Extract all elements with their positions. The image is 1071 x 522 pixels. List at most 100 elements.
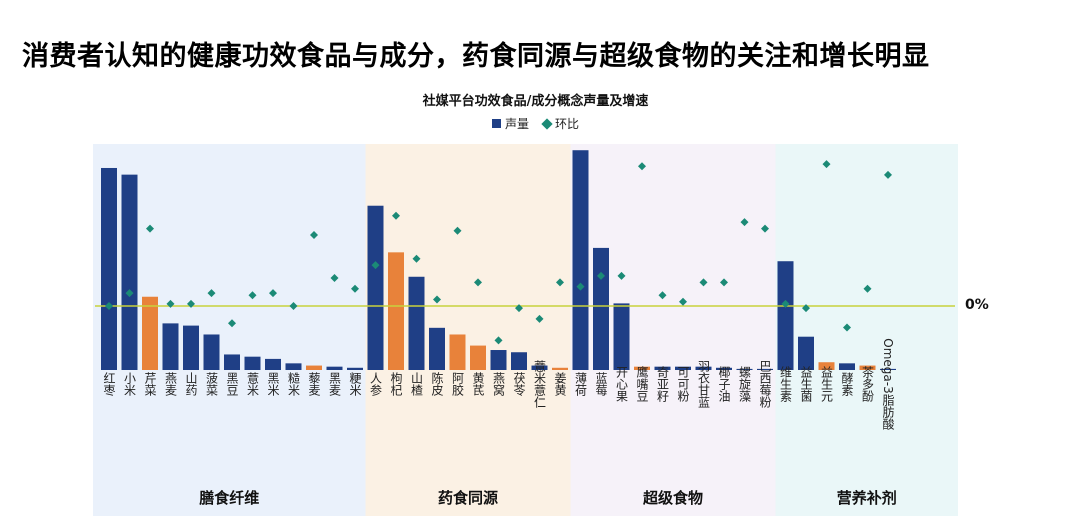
tick-label-粳米: 粳米	[348, 372, 362, 396]
bar-黑豆	[224, 354, 240, 370]
tick-label-山楂: 山楂	[410, 372, 424, 396]
legend-item-volume: 声量	[491, 115, 529, 132]
growth-marker-燕窝	[494, 336, 503, 345]
tick-label-鹰嘴豆: 鹰嘴豆	[635, 365, 649, 402]
growth-marker-羽衣甘蓝	[699, 278, 708, 287]
growth-marker-山药	[187, 299, 195, 308]
legend-label-volume: 声量	[504, 117, 529, 131]
tick-label-山药: 山药	[184, 372, 198, 396]
tick-label-蓝莓: 蓝莓	[594, 372, 608, 396]
legend-bar-swatch-icon	[491, 119, 501, 128]
chart-legend: 声量 环比	[0, 115, 1071, 132]
tick-label-奇亚籽: 奇亚籽	[656, 366, 670, 402]
bar-开心果	[613, 303, 630, 370]
tick-label-益生菌: 益生菌	[799, 366, 813, 403]
growth-marker-Omega-3脂肪酸	[884, 170, 892, 179]
tick-label-菠菜: 菠菜	[205, 372, 219, 396]
growth-marker-人参	[371, 261, 380, 270]
bar-人参	[367, 205, 384, 370]
group-label-4: 营养补剂	[837, 489, 897, 507]
bar-黄芪	[470, 345, 486, 370]
growth-marker-螺旋藻	[740, 218, 749, 227]
growth-marker-巴西莓粉	[761, 224, 769, 233]
tick-label-燕窝: 燕窝	[492, 372, 506, 396]
bar-黑麦	[326, 366, 343, 370]
legend-item-growth: 环比	[541, 115, 580, 132]
growth-marker-黑米	[269, 289, 277, 298]
tick-label-小米: 小米	[123, 372, 137, 396]
group-label-3: 超级食物	[642, 489, 703, 507]
bar-鹰嘴豆	[634, 366, 650, 370]
tick-label-茶多酚: 茶多酚	[861, 365, 875, 403]
legend-label-growth: 环比	[555, 117, 580, 131]
growth-marker-鹰嘴豆	[638, 162, 646, 171]
growth-marker-椰子油	[720, 278, 728, 287]
tick-label-可可粉: 可可粉	[676, 366, 690, 402]
tick-label-薄荷: 薄荷	[574, 371, 588, 396]
tick-label-阿胶: 阿胶	[451, 372, 465, 397]
bar-薏米	[244, 356, 261, 370]
tick-label-燕麦: 燕麦	[164, 372, 178, 397]
group-label-1: 膳食纤维	[199, 489, 259, 507]
tick-label-黑米: 黑米	[266, 372, 280, 396]
group-label-2: 药食同源	[438, 489, 498, 507]
tick-label-酵素: 酵素	[840, 372, 854, 396]
bar-椰子油	[716, 367, 732, 370]
tick-label-陈皮: 陈皮	[430, 371, 444, 397]
bar-Omega-3脂肪酸	[880, 368, 896, 370]
tick-label-螺旋藻: 螺旋藻	[738, 366, 752, 402]
bar-燕窝	[490, 350, 507, 370]
tick-label-椰子油: 椰子油	[717, 365, 731, 402]
bar-芹菜	[142, 296, 158, 370]
tick-label-枸杞: 枸杞	[389, 371, 403, 397]
group-panel-4	[775, 144, 958, 516]
growth-marker-枸杞	[392, 211, 400, 220]
bar-益生元	[818, 362, 835, 370]
growth-marker-茶多酚	[863, 284, 872, 293]
growth-marker-奇亚籽	[658, 291, 667, 300]
bar-维生素	[777, 261, 794, 370]
growth-marker-菠菜	[207, 289, 216, 298]
tick-label-藜麦: 藜麦	[307, 372, 321, 397]
bar-燕麦	[162, 323, 179, 370]
bar-羽衣甘蓝	[695, 366, 712, 370]
bar-茯苓	[511, 352, 527, 370]
growth-marker-薄荷	[576, 282, 585, 291]
growth-marker-黄芪	[474, 278, 482, 287]
bar-红枣	[101, 167, 117, 370]
tick-label-黑麦: 黑麦	[328, 372, 342, 397]
growth-marker-阿胶	[453, 226, 462, 235]
tick-label-黄芪: 黄芪	[471, 372, 485, 396]
bar-糙米	[285, 363, 302, 370]
bar-酵素	[839, 363, 855, 370]
growth-marker-维生素	[781, 299, 790, 308]
bar-山楂	[408, 276, 425, 370]
tick-label-姜黄: 姜黄	[553, 372, 567, 397]
chart-title: 社媒平台功效食品/成分概念声量及增速	[422, 94, 649, 109]
bar-藜麦	[306, 365, 322, 370]
growth-marker-益生元	[822, 160, 831, 169]
growth-marker-藜麦	[310, 231, 318, 240]
growth-marker-薏米薏仁	[535, 314, 544, 323]
bar-茶多酚	[859, 365, 876, 370]
bar-奇亚籽	[654, 366, 671, 370]
growth-marker-薏米	[248, 291, 257, 300]
growth-marker-酵素	[843, 323, 851, 332]
bar-蓝莓	[593, 247, 609, 370]
tick-label-人参: 人参	[369, 372, 383, 397]
page-title: 消费者认知的健康功效食品与成分，药食同源与超级食物的关注和增长明显	[22, 41, 930, 72]
growth-marker-红枣	[105, 302, 113, 310]
bar-黑米	[265, 358, 281, 370]
tick-label-黑豆: 黑豆	[225, 372, 239, 396]
bar-可可粉	[675, 366, 691, 370]
bar-姜黄	[552, 367, 568, 370]
bar-薄荷	[572, 150, 589, 370]
bar-枸杞	[388, 252, 404, 370]
bar-粳米	[347, 367, 363, 370]
growth-marker-开心果	[617, 271, 626, 280]
growth-marker-蓝莓	[597, 271, 605, 280]
tick-label-茯苓: 茯苓	[512, 372, 526, 397]
growth-marker-芹菜	[146, 224, 154, 233]
bar-薏米薏仁	[531, 365, 548, 370]
